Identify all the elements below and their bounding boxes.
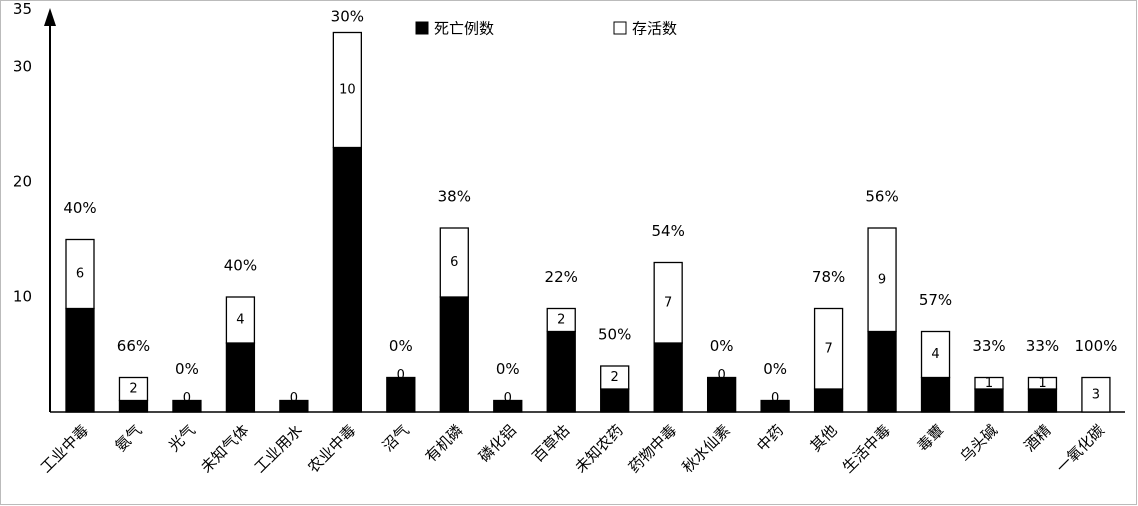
bar-segment bbox=[65, 307, 95, 413]
segment-label: 0 bbox=[183, 391, 191, 406]
y-tick-label: 20 bbox=[13, 173, 32, 191]
rate-label: 38% bbox=[438, 188, 471, 206]
rate-label: 40% bbox=[63, 199, 96, 217]
rate-label: 0% bbox=[710, 337, 734, 355]
segment-label: 0 bbox=[290, 391, 298, 406]
y-tick-label: 35 bbox=[13, 0, 32, 18]
bar-segment bbox=[172, 399, 202, 413]
bar-segment bbox=[65, 238, 95, 310]
legend-swatch bbox=[613, 21, 627, 35]
rate-label: 66% bbox=[117, 337, 150, 355]
segment-label: 9 bbox=[878, 272, 886, 287]
bar-segment bbox=[813, 307, 844, 390]
segment-label: 7 bbox=[664, 295, 672, 310]
rate-label: 33% bbox=[972, 337, 1005, 355]
rate-label: 0% bbox=[763, 360, 787, 378]
segment-label: 6 bbox=[450, 255, 458, 270]
segment-label: 2 bbox=[611, 370, 619, 385]
bar-segment bbox=[920, 376, 951, 413]
rate-label: 0% bbox=[496, 360, 520, 378]
segment-label: 1 bbox=[1038, 376, 1046, 391]
bar-segment bbox=[653, 261, 683, 344]
segment-label: 2 bbox=[557, 313, 565, 328]
segment-label: 4 bbox=[236, 313, 244, 328]
rate-label: 57% bbox=[919, 291, 952, 309]
rate-label: 54% bbox=[651, 222, 684, 240]
bar-segment bbox=[760, 399, 790, 413]
segment-label: 6 bbox=[76, 267, 84, 282]
bar-segment bbox=[546, 330, 576, 413]
bar-segment bbox=[600, 388, 630, 413]
rate-label: 0% bbox=[175, 360, 199, 378]
rate-label: 100% bbox=[1074, 337, 1117, 355]
y-tick-label: 30 bbox=[13, 58, 32, 76]
bar-segment bbox=[974, 376, 1004, 390]
rate-label: 33% bbox=[1026, 337, 1059, 355]
bar-segment bbox=[279, 399, 309, 413]
bar-segment bbox=[225, 342, 256, 413]
segment-label: 4 bbox=[931, 347, 939, 362]
bar-segment bbox=[439, 227, 469, 298]
segment-label: 10 bbox=[339, 83, 356, 98]
bar-segment bbox=[118, 399, 149, 413]
y-tick-label: 10 bbox=[13, 288, 32, 306]
bar-segment bbox=[1081, 376, 1111, 413]
axis-arrow bbox=[44, 8, 56, 26]
bar-segment bbox=[225, 296, 256, 344]
segment-label: 7 bbox=[824, 341, 832, 356]
rate-label: 0% bbox=[389, 337, 413, 355]
segment-label: 0 bbox=[717, 368, 725, 383]
legend-label: 存活数 bbox=[632, 20, 677, 38]
rate-label: 78% bbox=[812, 268, 845, 286]
rate-label: 40% bbox=[224, 257, 257, 275]
bar-segment bbox=[706, 376, 737, 413]
legend-label: 死亡例数 bbox=[434, 20, 494, 38]
bar-segment bbox=[813, 388, 844, 413]
segment-label: 0 bbox=[397, 368, 405, 383]
segment-label: 2 bbox=[129, 382, 137, 397]
bar-segment bbox=[332, 31, 363, 149]
segment-label: 0 bbox=[771, 391, 779, 406]
rate-label: 50% bbox=[598, 326, 631, 344]
bar-segment bbox=[118, 376, 149, 402]
bar-segment bbox=[439, 296, 469, 413]
bar-segment bbox=[546, 307, 576, 333]
bar-segment bbox=[1027, 376, 1058, 390]
bar-segment bbox=[493, 399, 523, 413]
bar-segment bbox=[867, 330, 897, 413]
rate-label: 30% bbox=[331, 8, 364, 26]
bar-segment bbox=[1027, 388, 1058, 413]
bar-segment bbox=[920, 330, 951, 379]
bar-segment bbox=[974, 388, 1004, 413]
bar-segment bbox=[867, 227, 897, 333]
segment-label: 0 bbox=[504, 391, 512, 406]
bar-segment bbox=[600, 365, 630, 390]
bar-segment bbox=[386, 376, 416, 413]
segment-label: 1 bbox=[985, 376, 993, 391]
bar-segment bbox=[653, 342, 683, 413]
rate-label: 56% bbox=[865, 188, 898, 206]
bar-segment bbox=[332, 146, 363, 413]
rate-label: 22% bbox=[545, 268, 578, 286]
segment-label: 3 bbox=[1092, 387, 1100, 402]
legend-swatch bbox=[415, 21, 429, 35]
